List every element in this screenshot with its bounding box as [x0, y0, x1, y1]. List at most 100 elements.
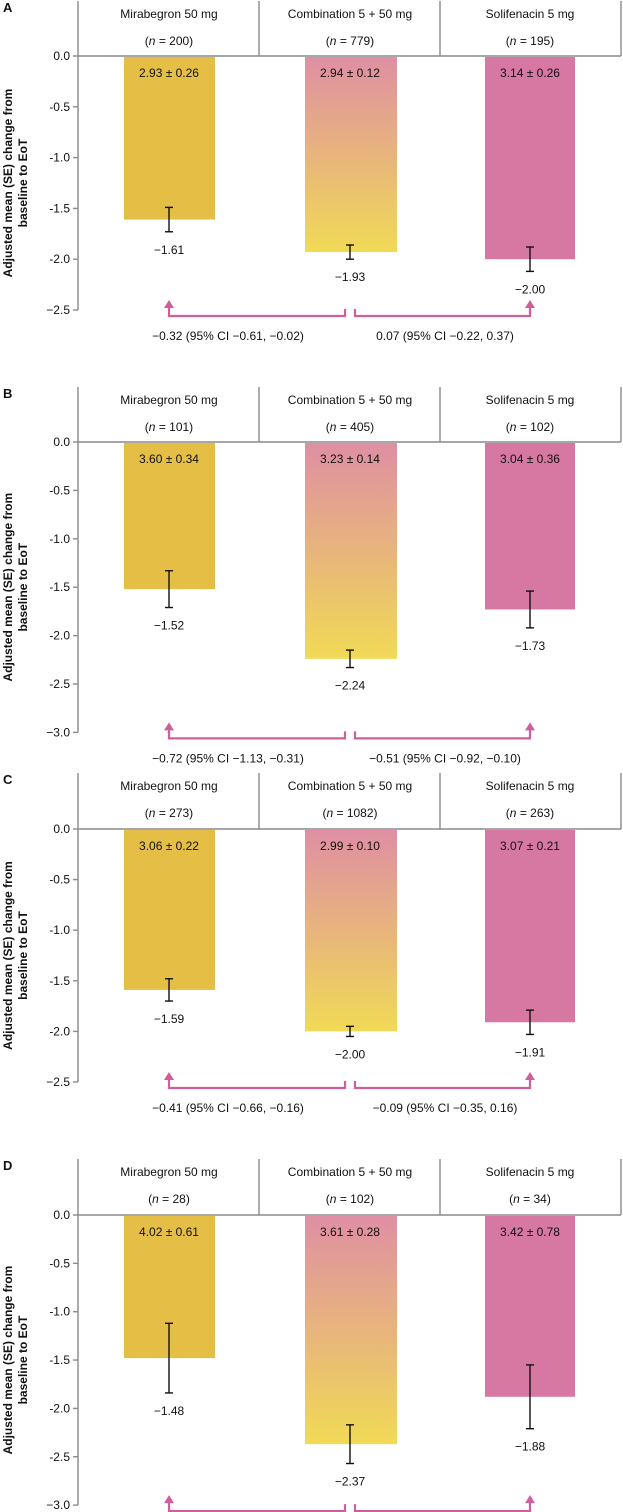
- category-label: Mirabegron 50 mg: [120, 393, 217, 407]
- bar: [124, 830, 215, 990]
- y-tick-label: -1.0: [49, 532, 70, 546]
- category-label: Solifenacin 5 mg: [486, 779, 575, 793]
- y-axis-title: Adjusted mean (SE) change frombaseline t…: [1, 1266, 30, 1455]
- baseline-label: 2.99 ± 0.10: [320, 839, 380, 853]
- y-tick-label: -2.0: [49, 252, 70, 266]
- baseline-label: 2.93 ± 0.26: [139, 66, 199, 80]
- n-label: (n = 405): [326, 420, 374, 434]
- comparison-label: −0.41 (95% CI −0.66, −0.16): [152, 1101, 304, 1115]
- value-label: −1.93: [335, 270, 366, 284]
- y-tick-label: -2.0: [49, 1024, 70, 1038]
- value-label: −1.73: [515, 639, 546, 653]
- y-tick-label: -1.0: [49, 151, 70, 165]
- category-label: Combination 5 + 50 mg: [288, 1165, 412, 1179]
- category-label: Combination 5 + 50 mg: [288, 7, 412, 21]
- panel-b: B Mirabegron 50 mg (n = 101) Combination 5 …: [1, 386, 622, 765]
- panel-label: B: [3, 386, 12, 401]
- y-axis-title: Adjusted mean (SE) change frombaseline t…: [1, 89, 30, 278]
- baseline-label: 2.94 ± 0.12: [320, 66, 380, 80]
- n-label: (n = 1082): [322, 806, 377, 820]
- category-label: Solifenacin 5 mg: [486, 393, 575, 407]
- category-label: Solifenacin 5 mg: [486, 1165, 575, 1179]
- y-tick-label: -2.5: [49, 677, 70, 691]
- y-tick-label: -2.0: [49, 1401, 70, 1415]
- value-label: −1.52: [154, 619, 185, 633]
- y-tick-label: 0.0: [53, 1208, 70, 1222]
- panel-d: D Mirabegron 50 mg (n = 28) Combination 5 +…: [1, 1158, 622, 1512]
- n-label: (n = 200): [145, 34, 193, 48]
- y-tick-label: -0.5: [49, 873, 70, 887]
- panel-c: C Mirabegron 50 mg (n = 273) Combination 5 …: [1, 772, 622, 1115]
- comparison-bracket-left: [167, 1078, 347, 1090]
- arrowhead: [164, 300, 174, 308]
- comparison-bracket-left: [167, 728, 347, 740]
- value-label: −2.00: [335, 1047, 366, 1061]
- value-label: −1.88: [515, 1440, 546, 1454]
- panel-label: A: [3, 0, 13, 15]
- bar: [305, 443, 397, 659]
- category-label: Mirabegron 50 mg: [120, 1165, 217, 1179]
- y-tick-label: -2.5: [49, 1450, 70, 1464]
- baseline-label: 3.42 ± 0.78: [500, 1225, 560, 1239]
- y-axis-title: Adjusted mean (SE) change frombaseline t…: [1, 861, 30, 1050]
- arrowhead: [164, 1072, 174, 1080]
- y-tick-label: -1.0: [49, 923, 70, 937]
- y-tick-label: −3.0: [46, 1498, 70, 1512]
- arrowhead: [164, 722, 174, 731]
- comparison-bracket-left: [167, 306, 347, 318]
- y-axis-title: Adjusted mean (SE) change frombaseline t…: [1, 493, 30, 682]
- baseline-label: 3.60 ± 0.34: [139, 452, 199, 466]
- panel-a: A Mirabegron 50 mg (n = 200) Combination 5 …: [1, 0, 622, 343]
- comparison-bracket-right: [353, 306, 532, 318]
- bar: [485, 443, 575, 610]
- y-tick-label: -2.0: [49, 629, 70, 643]
- y-tick-label: −2.5: [46, 1075, 70, 1089]
- comparison-label: −0.09 (95% CI −0.35, 0.16): [373, 1101, 518, 1115]
- category-label: Mirabegron 50 mg: [120, 779, 217, 793]
- baseline-label: 3.07 ± 0.21: [500, 839, 560, 853]
- value-label: −2.00: [515, 282, 546, 296]
- n-label: (n = 273): [145, 806, 193, 820]
- y-tick-label: -1.5: [49, 201, 70, 215]
- bar: [305, 830, 397, 1032]
- y-tick-label: −2.5: [46, 303, 70, 317]
- n-label: (n = 28): [148, 1192, 190, 1206]
- bar: [305, 57, 397, 253]
- bar: [485, 830, 575, 1023]
- y-tick-label: 0.0: [53, 435, 70, 449]
- category-label: Mirabegron 50 mg: [120, 7, 217, 21]
- arrowhead: [525, 300, 535, 308]
- n-label: (n = 101): [145, 420, 193, 434]
- n-label: (n = 34): [509, 1192, 551, 1206]
- y-tick-label: -1.5: [49, 1353, 70, 1367]
- arrowhead: [525, 1072, 535, 1080]
- arrowhead: [525, 1495, 535, 1504]
- value-label: −2.24: [335, 679, 366, 693]
- y-tick-label: 0.0: [53, 822, 70, 836]
- y-tick-label: -0.5: [49, 1256, 70, 1270]
- n-label: (n = 102): [326, 1192, 374, 1206]
- panel-label: C: [3, 772, 13, 787]
- baseline-label: 4.02 ± 0.61: [139, 1225, 199, 1239]
- value-label: −1.91: [515, 1045, 546, 1059]
- baseline-label: 3.14 ± 0.26: [500, 66, 560, 80]
- panel-label: D: [3, 1158, 12, 1173]
- category-label: Combination 5 + 50 mg: [288, 779, 412, 793]
- y-tick-label: -1.0: [49, 1305, 70, 1319]
- arrowhead: [525, 722, 535, 731]
- y-tick-label: -0.5: [49, 483, 70, 497]
- y-tick-label: 0.0: [53, 49, 70, 63]
- value-label: −1.61: [154, 243, 185, 257]
- baseline-label: 3.06 ± 0.22: [139, 839, 199, 853]
- comparison-label: 0.07 (95% CI −0.22, 0.37): [376, 329, 514, 343]
- value-label: −2.37: [335, 1475, 366, 1489]
- n-label: (n = 779): [326, 34, 374, 48]
- category-label: Combination 5 + 50 mg: [288, 393, 412, 407]
- comparison-label: −0.51 (95% CI −0.92, −0.10): [369, 751, 521, 765]
- y-tick-label: -1.5: [49, 580, 70, 594]
- comparison-bracket-right: [353, 1078, 532, 1090]
- bar: [124, 443, 215, 590]
- comparison-bracket-right: [353, 728, 532, 740]
- category-label: Solifenacin 5 mg: [486, 7, 575, 21]
